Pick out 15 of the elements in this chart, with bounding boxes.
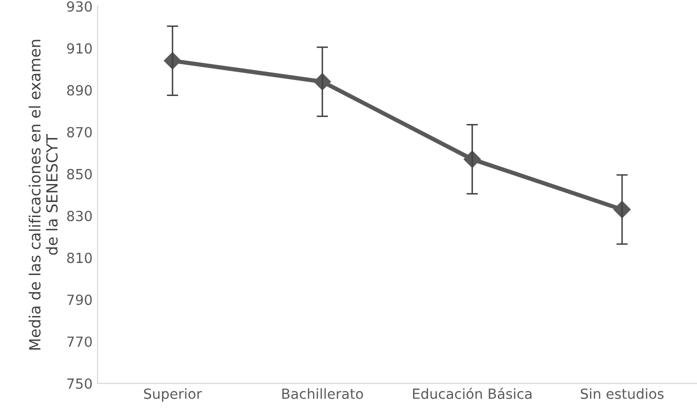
x-tick-label: Sin estudios: [580, 388, 664, 399]
y-tick-label: 910: [67, 43, 92, 54]
x-tick-label: Superior: [144, 388, 202, 402]
y-tick-label: 890: [67, 85, 92, 96]
y-tick-label: 870: [67, 126, 92, 138]
y-tick-label: 790: [67, 294, 92, 306]
y-tick-label: 830: [67, 210, 92, 222]
x-tick-label: Educación Básica: [413, 388, 532, 399]
y-tick-label: 930: [67, 1, 92, 12]
x-tick-label: Bachillerato: [282, 388, 363, 399]
y-tick-label: 850: [67, 168, 92, 180]
y-tick-label: 750: [67, 378, 92, 389]
y-tick-label: 770: [67, 336, 92, 347]
y-axis-title: Media de las calificaciones en el examen de la SENESCYT: [28, 40, 58, 350]
y-tick-label: 810: [67, 252, 92, 264]
